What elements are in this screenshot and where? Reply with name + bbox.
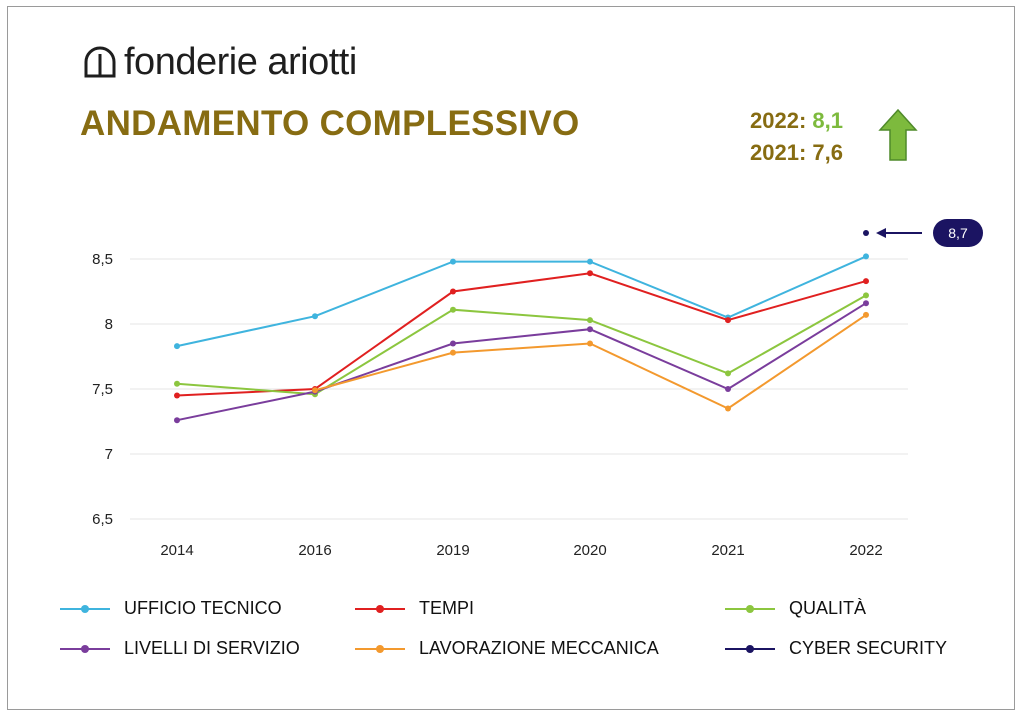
data-point-qualit (450, 306, 456, 313)
kpi-2022-value: 8,1 (812, 108, 843, 133)
x-tick-label: 2022 (849, 542, 882, 559)
data-point-ufficio-tecnico (863, 253, 869, 260)
data-point-livelli-di-servizio (725, 386, 731, 392)
data-point-lavorazione-meccanica (450, 349, 456, 356)
legend-label: QUALITÀ (789, 598, 867, 618)
legend-swatch (725, 644, 775, 653)
data-point-ufficio-tecnico (174, 343, 180, 350)
series-line-tempi (176, 272, 867, 397)
series-line-ufficio-tecnico (176, 255, 867, 348)
brand-logo: fonderie ariotti (80, 38, 357, 86)
brand-name: fonderie ariotti (124, 40, 357, 83)
page-title: ANDAMENTO COMPLESSIVO (80, 104, 580, 143)
data-point-livelli-di-servizio (174, 417, 180, 424)
legend-label: LAVORAZIONE MECCANICA (419, 638, 659, 658)
data-point-ufficio-tecnico (312, 313, 318, 320)
kpi-2021-value: 7,6 (812, 140, 843, 165)
legend-item-livelli-di-servizio: LIVELLI DI SERVIZIO (60, 638, 300, 659)
x-tick-label: 2020 (573, 542, 606, 559)
data-point-lavorazione-meccanica (725, 405, 731, 412)
kpi-2022: 2022: 8,1 (750, 108, 843, 134)
data-point-qualit (587, 317, 593, 324)
x-tick-label: 2021 (711, 542, 744, 559)
legend-swatch (60, 644, 110, 653)
arrow-up-icon (878, 108, 918, 161)
legend-marker (376, 604, 384, 613)
data-point-ufficio-tecnico (587, 258, 593, 265)
annotation-arrow-head (876, 228, 886, 238)
data-point-livelli-di-servizio (863, 300, 869, 307)
x-tick-label: 2019 (436, 542, 469, 559)
legend-marker (746, 604, 754, 613)
legend-swatch (355, 604, 405, 613)
legend-item-ufficio-tecnico: UFFICIO TECNICO (60, 598, 282, 619)
annotation-label: 8,7 (948, 225, 968, 241)
brand-logo-icon (84, 46, 116, 78)
legend-marker (746, 644, 754, 653)
y-tick-label: 7 (105, 446, 113, 463)
legend-marker (376, 644, 384, 653)
kpi-2021: 2021: 7,6 (750, 140, 843, 166)
legend-item-cyber-security: CYBER SECURITY (725, 638, 947, 659)
kpi-2022-label: 2022: (750, 108, 807, 133)
data-point-tempi (450, 288, 456, 295)
data-point-lavorazione-meccanica (312, 387, 318, 394)
data-point-lavorazione-meccanica (587, 340, 593, 347)
legend-item-lavorazione-meccanica: LAVORAZIONE MECCANICA (355, 638, 659, 659)
data-point-cyber-security (863, 230, 869, 236)
x-tick-label: 2016 (298, 542, 331, 559)
y-tick-label: 7,5 (92, 381, 113, 398)
data-point-livelli-di-servizio (450, 340, 456, 347)
data-point-livelli-di-servizio (587, 326, 593, 333)
series-line-qualit (176, 294, 867, 396)
legend-item-tempi: TEMPI (355, 598, 474, 619)
kpi-2021-label: 2021: (750, 140, 807, 165)
data-point-tempi (587, 270, 593, 277)
slide-frame (7, 6, 1015, 710)
data-point-ufficio-tecnico (450, 258, 456, 265)
chart-legend: UFFICIO TECNICO TEMPI QUALITÀ LIVELLI DI SE… (60, 598, 980, 678)
data-point-qualit (174, 380, 180, 387)
legend-swatch (355, 644, 405, 653)
legend-item-qualit: QUALITÀ (725, 598, 866, 619)
series-line-livelli-di-servizio (176, 302, 867, 422)
legend-label: CYBER SECURITY (789, 638, 948, 658)
data-point-tempi (863, 278, 869, 285)
annotation-badge (933, 219, 983, 247)
data-point-tempi (725, 317, 731, 324)
legend-marker (81, 604, 89, 613)
data-point-qualit (725, 370, 731, 377)
legend-label: LIVELLI DI SERVIZIO (124, 638, 300, 658)
data-point-lavorazione-meccanica (863, 311, 869, 318)
legend-label: TEMPI (419, 598, 475, 618)
data-point-qualit (863, 292, 869, 299)
legend-marker (81, 644, 89, 653)
legend-swatch (60, 604, 110, 613)
y-tick-label: 8 (105, 316, 113, 333)
y-tick-label: 8,5 (92, 251, 113, 268)
y-tick-label: 6,5 (92, 511, 113, 528)
legend-swatch (725, 604, 775, 613)
data-point-tempi (174, 392, 180, 399)
legend-label: UFFICIO TECNICO (124, 598, 282, 618)
x-tick-label: 2014 (160, 542, 193, 559)
